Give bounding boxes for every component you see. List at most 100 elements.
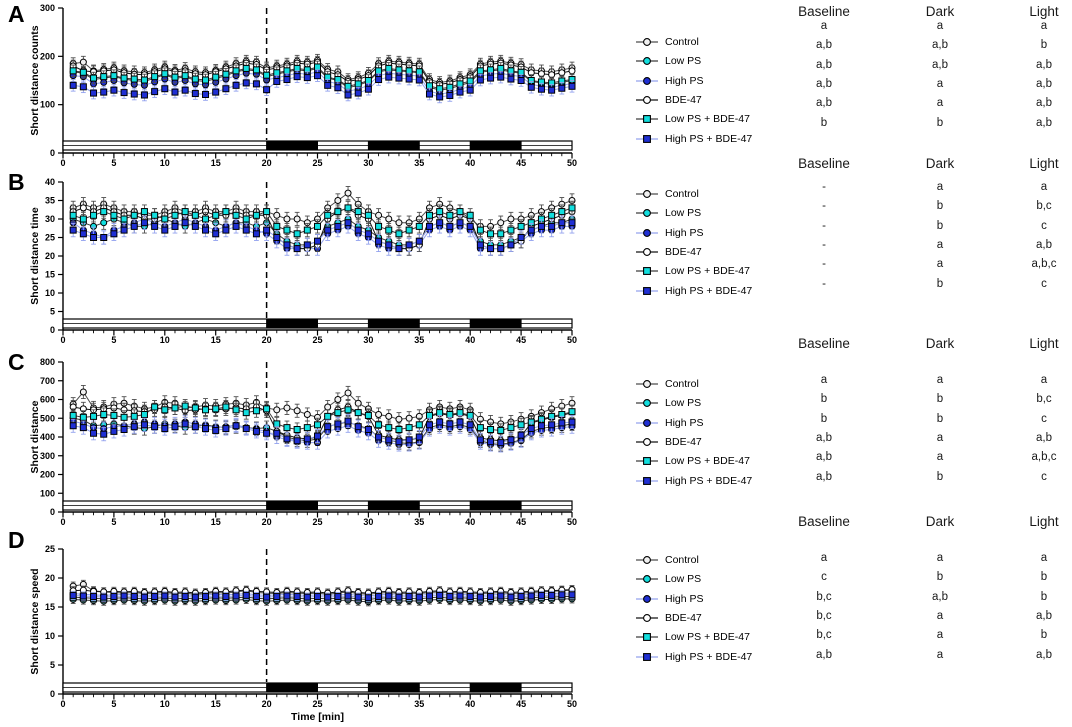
stats-header-dark: Dark (925, 514, 955, 529)
data-point (171, 211, 179, 219)
data-point (314, 237, 321, 245)
data-point (212, 211, 220, 219)
data-point (466, 421, 474, 429)
data-point (568, 418, 576, 426)
data-point (487, 426, 495, 433)
x-tick-label: 25 (312, 335, 322, 345)
stats-header-dark: Dark (925, 4, 955, 19)
legend-label: Low PS + BDE-47 (665, 265, 750, 278)
data-point (263, 208, 271, 216)
data-point (436, 208, 444, 216)
data-point (527, 83, 535, 91)
legend-label: BDE-47 (665, 93, 702, 106)
data-point (293, 230, 301, 238)
y-tick-label: 200 (40, 470, 55, 480)
stat-letter-dark: a (936, 431, 944, 444)
stats-header-light: Light (1029, 336, 1059, 351)
data-point (100, 234, 108, 241)
circle-marker-icon (636, 247, 658, 256)
legend-item-high-ps-bde-47: High PS + BDE-47 (636, 133, 752, 145)
x-tick-label: 35 (414, 335, 424, 345)
data-point (324, 412, 332, 420)
circle-marker-icon (636, 38, 658, 46)
data-point (191, 211, 199, 219)
stat-letter-dark: a (936, 609, 944, 622)
data-point (151, 593, 159, 601)
stat-letter-baseline: - (822, 200, 826, 213)
stat-letter-dark: a (936, 258, 944, 271)
dark-phase-segment (367, 682, 420, 693)
data-point (273, 77, 281, 85)
y-tick-label: 25 (45, 544, 55, 554)
stat-letter-light: a,b (1036, 77, 1052, 90)
panel-a-letter: A (8, 1, 25, 27)
legend-label: BDE-47 (665, 611, 702, 624)
data-point (273, 429, 281, 437)
data-point (324, 403, 332, 411)
data-point (222, 85, 230, 93)
stat-letter-light: b,c (1036, 200, 1052, 213)
legend-item-bde-47: BDE-47 (636, 436, 702, 448)
stat-letter-dark: b (936, 393, 944, 406)
data-point (69, 591, 77, 599)
legend-label: Control (665, 554, 699, 566)
data-point (191, 222, 199, 230)
data-point (90, 211, 98, 219)
legend-item-low-ps: Low PS (636, 55, 701, 67)
x-tick-label: 20 (262, 699, 272, 709)
data-point (100, 430, 108, 438)
data-point (548, 591, 556, 599)
y-tick-label: 20 (45, 573, 55, 583)
data-point (263, 86, 271, 94)
stat-letter-baseline: c (821, 571, 827, 584)
square-marker-icon (636, 134, 658, 143)
data-point (364, 411, 372, 419)
data-point (79, 215, 87, 223)
panel-a-plot: 0 100 200 300 Short distance counts 0 5 10 15 20 2… (29, 3, 577, 168)
data-point (303, 74, 311, 82)
data-point (303, 593, 311, 601)
data-point (202, 226, 210, 234)
panel-c-letter: C (8, 349, 25, 375)
stats-header-baseline: Baseline (798, 156, 850, 171)
x-tick-label: 10 (160, 517, 170, 527)
data-point (344, 406, 352, 414)
data-point (283, 67, 291, 75)
data-point (487, 74, 495, 82)
x-tick-label: 0 (60, 158, 65, 168)
stat-letter-light: c (1041, 277, 1047, 290)
data-point (354, 80, 362, 88)
data-point (130, 423, 138, 431)
data-point (548, 421, 556, 429)
data-point (293, 245, 301, 253)
series-high-ps-bde-47 (69, 414, 576, 450)
stat-letter-dark: a (936, 77, 944, 90)
x-tick-label: 50 (567, 335, 577, 345)
stat-letter-baseline: a,b (816, 648, 832, 661)
stat-letter-light: a,b (1036, 116, 1052, 129)
x-tick-label: 50 (567, 699, 577, 709)
data-point (212, 88, 220, 96)
data-point (385, 73, 393, 81)
data-point (344, 91, 352, 99)
data-point (436, 219, 444, 227)
data-point (90, 429, 98, 437)
data-point (527, 425, 535, 433)
stat-letter-dark: a,b (932, 58, 948, 71)
data-point (375, 421, 383, 429)
stat-letter-light: c (1041, 219, 1047, 232)
y-tick-label: 40 (45, 177, 55, 187)
stat-letter-dark: a (936, 238, 944, 251)
data-point (568, 204, 576, 212)
x-tick-label: 45 (516, 335, 526, 345)
stat-letter-baseline: b (820, 393, 828, 406)
data-point (446, 211, 454, 219)
data-point (334, 208, 342, 216)
data-point (283, 76, 291, 84)
data-point (395, 438, 403, 446)
data-point (456, 208, 464, 216)
data-point (324, 423, 332, 431)
x-tick-label: 30 (363, 158, 373, 168)
data-point (303, 226, 311, 234)
data-point (446, 593, 454, 601)
